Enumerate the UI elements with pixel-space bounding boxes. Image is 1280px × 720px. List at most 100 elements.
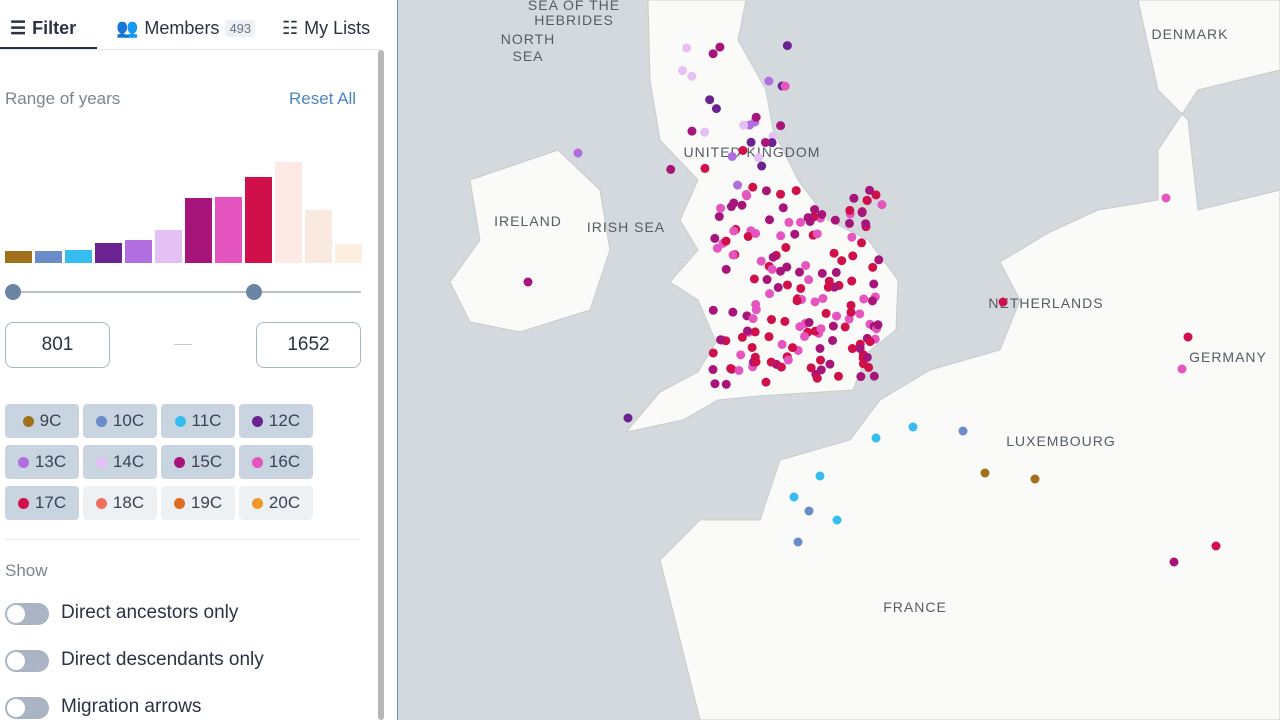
member-dot[interactable] <box>747 342 757 352</box>
century-chip[interactable]: 15C <box>161 445 235 479</box>
member-dot[interactable] <box>847 232 857 242</box>
member-dot[interactable] <box>776 121 786 131</box>
member-dot[interactable] <box>796 283 806 293</box>
member-dot[interactable] <box>864 362 874 372</box>
member-dot[interactable] <box>871 433 881 443</box>
member-dot[interactable] <box>767 138 777 148</box>
member-dot[interactable] <box>760 137 770 147</box>
member-dot[interactable] <box>750 327 760 337</box>
member-dot[interactable] <box>840 322 850 332</box>
member-dot[interactable] <box>868 262 878 272</box>
member-dot[interactable] <box>708 305 718 315</box>
member-dot[interactable] <box>700 163 710 173</box>
member-dot[interactable] <box>776 231 786 241</box>
member-dot[interactable] <box>687 126 697 136</box>
slider-handle[interactable] <box>5 284 21 300</box>
member-dot[interactable] <box>710 233 720 243</box>
member-dot[interactable] <box>849 193 859 203</box>
member-dot[interactable] <box>780 81 790 91</box>
member-dot[interactable] <box>823 282 833 292</box>
century-chip[interactable]: 12C <box>239 404 313 438</box>
member-dot[interactable] <box>751 112 761 122</box>
member-dot[interactable] <box>767 315 777 325</box>
member-dot[interactable] <box>856 372 866 382</box>
member-dot[interactable] <box>716 335 726 345</box>
member-dot[interactable] <box>848 251 858 261</box>
member-dot[interactable] <box>783 355 793 365</box>
member-dot[interactable] <box>833 371 843 381</box>
member-dot[interactable] <box>859 294 869 304</box>
member-dot[interactable] <box>710 379 720 389</box>
member-dot[interactable] <box>623 413 633 423</box>
member-dot[interactable] <box>768 252 778 262</box>
member-dot[interactable] <box>792 296 802 306</box>
toggle-switch[interactable] <box>5 697 49 719</box>
member-dot[interactable] <box>817 268 827 278</box>
member-dot[interactable] <box>845 205 855 215</box>
slider-handle[interactable] <box>246 284 262 300</box>
member-dot[interactable] <box>773 282 783 292</box>
member-dot[interactable] <box>821 308 831 318</box>
member-dot[interactable] <box>781 243 791 253</box>
member-dot[interactable] <box>737 200 747 210</box>
member-dot[interactable] <box>716 203 726 213</box>
member-dot[interactable] <box>791 186 801 196</box>
member-dot[interactable] <box>734 365 744 375</box>
member-dot[interactable] <box>751 305 761 315</box>
member-dot[interactable] <box>818 293 828 303</box>
member-dot[interactable] <box>828 321 838 331</box>
member-dot[interactable] <box>815 471 825 481</box>
toggle-switch[interactable] <box>5 603 49 625</box>
member-dot[interactable] <box>789 492 799 502</box>
member-dot[interactable] <box>741 190 751 200</box>
member-dot[interactable] <box>523 277 533 287</box>
member-dot[interactable] <box>1030 474 1040 484</box>
member-dot[interactable] <box>708 365 718 375</box>
member-dot[interactable] <box>1169 557 1179 567</box>
member-dot[interactable] <box>727 151 737 161</box>
member-dot[interactable] <box>846 307 856 317</box>
member-dot[interactable] <box>799 331 809 341</box>
century-chip[interactable]: 11C <box>161 404 235 438</box>
member-dot[interactable] <box>837 256 847 266</box>
member-dot[interactable] <box>832 311 842 321</box>
member-dot[interactable] <box>761 186 771 196</box>
member-dot[interactable] <box>825 359 835 369</box>
member-dot[interactable] <box>721 236 731 246</box>
member-dot[interactable] <box>865 337 875 347</box>
member-dot[interactable] <box>767 264 777 274</box>
member-dot[interactable] <box>980 468 990 478</box>
member-dot[interactable] <box>748 182 758 192</box>
member-dot[interactable] <box>828 335 838 345</box>
member-dot[interactable] <box>776 362 786 372</box>
member-dot[interactable] <box>817 209 827 219</box>
member-dot[interactable] <box>790 229 800 239</box>
member-dot[interactable] <box>862 195 872 205</box>
member-dot[interactable] <box>804 317 814 327</box>
member-dot[interactable] <box>1161 193 1171 203</box>
member-dot[interactable] <box>816 355 826 365</box>
member-dot[interactable] <box>804 506 814 516</box>
member-dot[interactable] <box>1183 332 1193 342</box>
member-dot[interactable] <box>762 275 772 285</box>
member-dot[interactable] <box>877 200 887 210</box>
century-chip[interactable]: 13C <box>5 445 79 479</box>
member-dot[interactable] <box>729 226 739 236</box>
member-dot[interactable] <box>738 145 748 155</box>
century-chip[interactable]: 14C <box>83 445 157 479</box>
member-dot[interactable] <box>869 279 879 289</box>
century-chip[interactable]: 10C <box>83 404 157 438</box>
member-dot[interactable] <box>846 300 856 310</box>
tab-members[interactable]: 👥 Members 493 <box>116 18 256 39</box>
member-dot[interactable] <box>573 148 583 158</box>
member-dot[interactable] <box>736 350 746 360</box>
member-dot[interactable] <box>793 537 803 547</box>
member-dot[interactable] <box>810 297 820 307</box>
range-from[interactable]: 801 <box>5 322 110 368</box>
century-chip[interactable]: 16C <box>239 445 313 479</box>
member-dot[interactable] <box>782 41 792 51</box>
member-dot[interactable] <box>751 357 761 367</box>
member-dot[interactable] <box>871 190 881 200</box>
century-chip[interactable]: 19C <box>161 486 235 520</box>
member-dot[interactable] <box>687 71 697 81</box>
